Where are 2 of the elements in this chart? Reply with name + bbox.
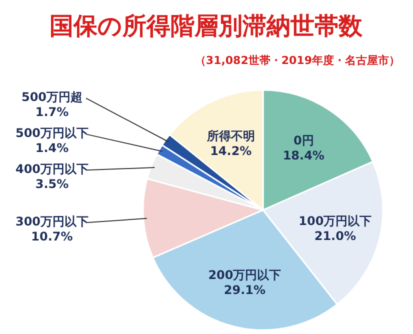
title: 国保の所得階層別滞納世帯数 [50, 12, 362, 40]
subtitle: （31,082世帯・2019年度・名古屋市） [194, 54, 400, 67]
